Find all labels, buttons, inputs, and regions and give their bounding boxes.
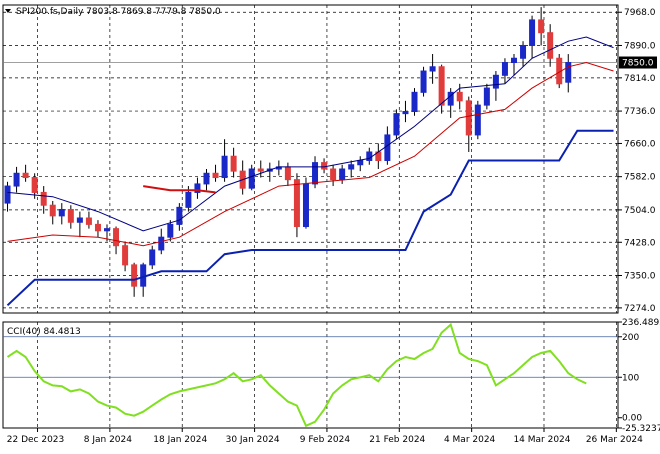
candle-body xyxy=(420,70,427,93)
candle-body xyxy=(492,74,499,89)
ma-fast-line xyxy=(7,36,614,232)
candle-body xyxy=(131,264,138,287)
x-tick-label: 4 Mar 2024 xyxy=(444,435,496,445)
x-tick-label: 18 Jan 2024 xyxy=(153,435,207,445)
candle-body xyxy=(321,162,328,170)
candle-body xyxy=(149,249,156,266)
candle-body xyxy=(104,228,111,232)
candle-body xyxy=(85,217,92,225)
candle-body xyxy=(40,191,47,206)
price-tick-label: 7814.0 xyxy=(624,74,656,84)
candle-body xyxy=(348,164,355,170)
candle-body xyxy=(411,91,418,113)
chart-header-label: SPI200.fs,Daily 7803.8 7869.8 7779.8 785… xyxy=(16,7,221,17)
dropdown-triangle-icon xyxy=(5,9,11,13)
candle-body xyxy=(447,91,454,106)
candle-body xyxy=(339,168,346,181)
candle-body xyxy=(67,208,74,223)
candle-body xyxy=(194,183,201,193)
candle-body xyxy=(122,245,129,266)
candle-body xyxy=(483,87,490,106)
candle-body xyxy=(293,179,300,228)
candle-body xyxy=(185,191,192,208)
price-tick-label: 7890.0 xyxy=(624,41,656,51)
candle-body xyxy=(384,134,391,161)
price-tick-label: 7582.0 xyxy=(624,173,656,183)
candle-body xyxy=(510,57,517,64)
x-tick-label: 22 Dec 2023 xyxy=(7,435,65,445)
candle-body xyxy=(393,113,400,136)
cci-tick-label: -25.3237 xyxy=(622,424,660,434)
candle-body xyxy=(58,208,65,217)
candle-body xyxy=(520,44,527,59)
candle-body xyxy=(176,206,183,225)
candle-body xyxy=(565,62,572,83)
candles-group xyxy=(4,7,572,297)
candle-body xyxy=(31,177,38,193)
candle-body xyxy=(167,223,174,238)
candle-body xyxy=(13,172,20,187)
cci-tick-label: 100 xyxy=(622,373,639,383)
candle-body xyxy=(158,236,165,251)
price-tick-label: 7274.0 xyxy=(624,304,656,314)
candle-body xyxy=(212,172,219,179)
candle-body xyxy=(456,91,463,102)
candle-body xyxy=(113,228,120,247)
price-tick-label: 7968.0 xyxy=(624,8,656,18)
candle-body xyxy=(474,104,481,136)
x-tick-label: 21 Feb 2024 xyxy=(369,435,425,445)
candle-body xyxy=(429,66,436,72)
trailing-support-line xyxy=(6,129,614,307)
candle-body xyxy=(221,155,228,179)
x-tick-label: 30 Jan 2024 xyxy=(226,435,280,445)
candle-body xyxy=(529,19,536,46)
candle-body xyxy=(4,185,11,204)
candle-body xyxy=(312,162,319,185)
cci-tick-label: 0.00 xyxy=(622,414,642,424)
candle-body xyxy=(438,66,445,106)
candle-body xyxy=(501,62,508,76)
candle-body xyxy=(22,172,29,179)
candle-body xyxy=(330,168,337,181)
candle-body xyxy=(402,111,409,115)
price-panel-frame xyxy=(2,4,619,314)
trailing-resist-line xyxy=(143,185,216,194)
price-tick-label: 7660.0 xyxy=(624,139,656,149)
candle-body xyxy=(547,32,554,59)
candle-body xyxy=(203,172,210,185)
cci-tick-label: 200 xyxy=(622,333,639,343)
current-price-box xyxy=(619,56,657,69)
x-tick-label: 14 Mar 2024 xyxy=(513,435,570,445)
cci-panel-frame xyxy=(2,321,619,429)
candle-body xyxy=(302,183,309,228)
candle-body xyxy=(49,204,56,217)
cci-title-label: CCI(40) 84.4813 xyxy=(7,327,81,337)
candle-body xyxy=(538,19,545,34)
price-tick-label: 7504.0 xyxy=(624,206,656,216)
x-tick-label: 26 Mar 2024 xyxy=(586,435,643,445)
price-tick-label: 7428.0 xyxy=(624,238,656,248)
candle-body xyxy=(284,166,291,181)
price-tick-label: 7350.0 xyxy=(624,272,656,282)
current-price-label: 7850.0 xyxy=(622,59,654,69)
candle-body xyxy=(230,155,237,172)
x-tick-label: 8 Jan 2024 xyxy=(84,435,132,445)
candle-body xyxy=(248,168,255,189)
cci-line xyxy=(6,322,587,428)
candle-body xyxy=(465,100,472,136)
candle-body xyxy=(357,159,364,166)
x-tick-label: 9 Feb 2024 xyxy=(300,435,351,445)
candle-body xyxy=(257,168,264,172)
price-tick-label: 7736.0 xyxy=(624,107,656,117)
candle-body xyxy=(94,223,101,232)
ma-slow-line xyxy=(7,61,614,247)
candle-body xyxy=(76,217,83,223)
